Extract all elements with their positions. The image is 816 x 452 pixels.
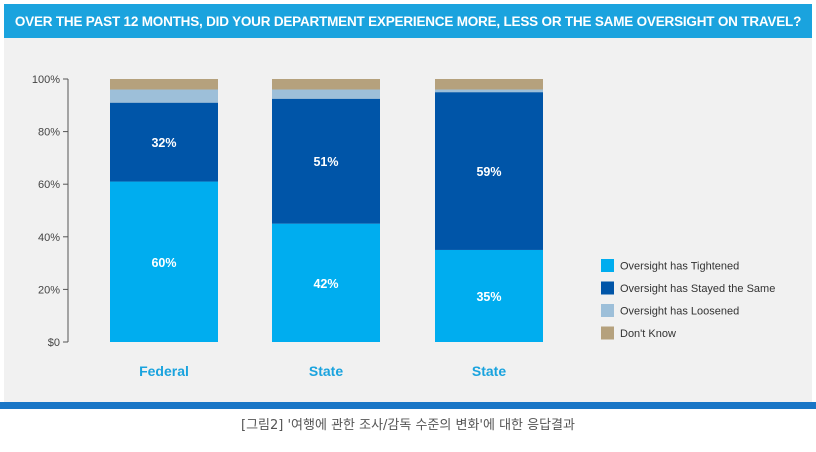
figure-caption: [그림2] '여행에 관한 조사/감독 수준의 변화'에 대한 응답결과 [241,418,575,433]
data-label: 42% [313,277,338,291]
bar-segment [272,223,380,342]
bar-segment [435,79,543,90]
y-tick-label: 20% [38,284,60,296]
legend-label: Oversight has Loosened [620,306,739,318]
y-tick-label: 40% [38,232,60,244]
bar-segment [110,102,218,182]
bottom-rule [0,402,816,409]
bar-segment [272,89,380,99]
category-label: State [472,363,506,379]
y-tick-label: 60% [38,179,60,191]
bar-segment [435,92,543,250]
chart-title: OVER THE PAST 12 MONTHS, DID YOUR DEPART… [14,13,802,29]
bar-segment [435,249,543,342]
y-tick-label: 100% [32,74,60,86]
chart-title-banner: OVER THE PAST 12 MONTHS, DID YOUR DEPART… [4,4,812,38]
bar-segment [110,181,218,342]
category-label: State [309,363,343,379]
y-tick-label: 80% [38,127,60,139]
legend-swatch [601,326,614,340]
bar-segment [110,89,218,103]
bar-segment [272,98,380,224]
data-label: 35% [476,290,501,304]
data-label: 60% [151,256,176,270]
data-label: 59% [476,165,501,179]
category-label: Federal [139,363,189,379]
bar-segment [110,79,218,90]
legend-swatch [601,281,614,295]
legend-label: Oversight has Tightened [620,261,739,273]
legend-label: Don't Know [620,328,676,340]
data-label: 32% [151,136,176,150]
bar-segment [272,79,380,90]
legend-swatch [601,304,614,317]
y-tick-label: $0 [48,337,60,349]
legend-swatch [601,259,614,272]
legend-label: Oversight has Stayed the Same [620,283,775,295]
data-label: 51% [313,155,338,169]
bar-segment [435,89,543,93]
